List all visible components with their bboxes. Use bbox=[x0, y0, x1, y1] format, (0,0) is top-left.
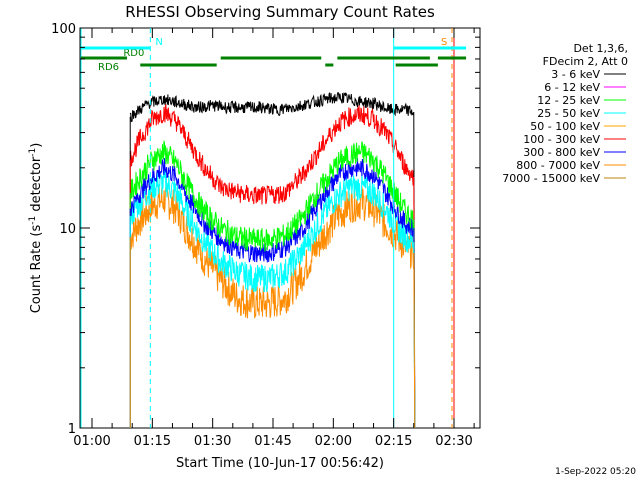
x-tick-label: 01:15 bbox=[134, 434, 171, 449]
footer-timestamp: 1-Sep-2022 05:20 bbox=[555, 467, 636, 477]
legend-label: 6 - 12 keV bbox=[544, 81, 600, 94]
chart-title: RHESSI Observing Summary Count Rates bbox=[125, 3, 435, 21]
legend-header: FDecim 2, Att 0 bbox=[543, 55, 628, 68]
x-tick-label: 01:45 bbox=[254, 434, 291, 449]
x-tick-label: 01:00 bbox=[73, 434, 110, 449]
x-axis-ticks: 01:00 01:15 01:30 01:45 02:00 02:15 02:30 bbox=[73, 28, 475, 449]
x-axis-label: Start Time (10-Jun-17 00:56:42) bbox=[176, 456, 384, 471]
series-line bbox=[129, 168, 414, 293]
series-line bbox=[129, 157, 414, 263]
x-tick-label: 02:00 bbox=[315, 434, 352, 449]
state-bar-label: RD0 bbox=[123, 48, 144, 59]
y-tick-label: 1 bbox=[68, 422, 76, 437]
x-tick-label: 02:30 bbox=[435, 434, 472, 449]
series-line bbox=[129, 91, 414, 123]
legend-label: 7000 - 15000 keV bbox=[502, 172, 600, 185]
y-tick-label: 100 bbox=[51, 22, 76, 37]
series-line bbox=[129, 183, 414, 319]
y-axis-ticks: 1 10 100 bbox=[51, 22, 480, 437]
legend-label: 12 - 25 keV bbox=[537, 94, 600, 107]
data-curves bbox=[129, 91, 416, 429]
series-line bbox=[129, 104, 414, 205]
legend-label: 100 - 300 keV bbox=[523, 133, 600, 146]
legend-header: Det 1,3,6, bbox=[573, 42, 628, 55]
x-tick-label: 02:15 bbox=[375, 434, 412, 449]
state-bar-label: RD6 bbox=[98, 62, 119, 73]
legend-label: 800 - 7000 keV bbox=[516, 159, 600, 172]
series-edge bbox=[413, 252, 416, 429]
marker-label: S bbox=[441, 37, 447, 48]
legend-label: 50 - 100 keV bbox=[530, 120, 600, 133]
legend-label: 300 - 800 keV bbox=[523, 146, 600, 159]
x-tick-label: 01:30 bbox=[194, 434, 231, 449]
legend-label: 3 - 6 keV bbox=[551, 68, 600, 81]
marker-label: N bbox=[155, 37, 162, 48]
y-tick-label: 10 bbox=[59, 222, 76, 237]
legend-label: 25 - 50 keV bbox=[537, 107, 600, 120]
series-line bbox=[129, 140, 414, 252]
y-axis-label: Count Rate (s-1 detector-1) bbox=[28, 143, 44, 314]
state-bars: RD0 RD6 bbox=[81, 46, 467, 73]
